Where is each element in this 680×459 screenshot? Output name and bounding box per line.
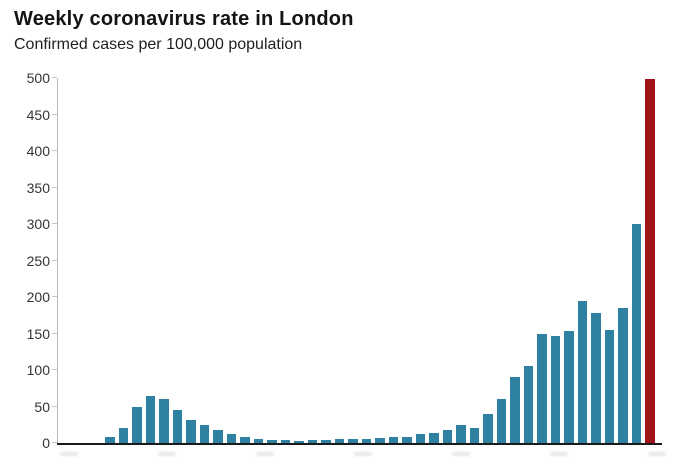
y-axis-labels: 0 50 100 150 200 250 300 350 400 450 500: [0, 71, 50, 450]
bar-week: [132, 406, 142, 443]
bar-week: [307, 440, 318, 443]
y-tick-label: 300: [26, 216, 50, 232]
bar-week: [159, 399, 169, 443]
bar-week: [199, 424, 210, 443]
x-tick-label-smudge: [452, 452, 470, 456]
y-tick-label: 350: [26, 179, 50, 196]
bar-week: [631, 224, 642, 443]
bar-week: [294, 440, 304, 443]
bar-latest-week: [645, 79, 655, 443]
bar-week: [577, 300, 588, 443]
x-tick-label-smudge: [550, 452, 568, 456]
y-tick-mark: [52, 259, 57, 261]
plot-area: [52, 77, 662, 445]
bar-week: [591, 313, 601, 443]
bar-week: [348, 439, 358, 443]
y-tick-mark: [52, 296, 57, 297]
y-tick-mark: [52, 113, 57, 115]
bar-week: [456, 424, 466, 443]
bars: [105, 78, 655, 443]
y-tick-mark: [52, 186, 57, 188]
bar-week: [334, 439, 345, 443]
bar-week: [172, 410, 183, 443]
bar-week: [186, 419, 196, 443]
y-tick-label: 50: [34, 398, 50, 415]
bar-week: [510, 377, 520, 443]
y-tick-mark: [52, 150, 57, 151]
bar-week: [523, 366, 534, 443]
bar-week: [537, 333, 547, 443]
y-tick-mark: [52, 369, 57, 370]
bar-week: [280, 440, 291, 443]
bar-week: [361, 438, 372, 443]
y-tick-mark: [52, 405, 57, 407]
bar-week: [483, 413, 493, 443]
bar-week: [402, 437, 412, 443]
y-tick-label: 0: [42, 435, 50, 451]
bar-week: [564, 331, 574, 443]
x-tick-label-smudge: [256, 452, 274, 456]
x-tick-label-smudge: [354, 452, 372, 456]
bar-week: [550, 336, 561, 443]
bar-week: [321, 440, 331, 443]
bar-week: [604, 329, 615, 443]
bar-week: [388, 437, 399, 443]
bar-week: [618, 307, 628, 443]
y-tick-mark: [52, 332, 57, 334]
y-tick-mark: [52, 442, 57, 443]
bar-week: [253, 438, 264, 443]
chart-title: Weekly coronavirus rate in London: [14, 8, 354, 30]
x-tick-label-smudge: [648, 452, 666, 456]
bar-week: [105, 437, 115, 443]
bar-week: [415, 434, 426, 443]
y-tick-label: 450: [26, 106, 50, 123]
bar-week: [429, 432, 439, 443]
bar-week: [118, 428, 129, 443]
bar-week: [469, 428, 480, 443]
x-tick-label-smudge: [60, 452, 78, 456]
y-tick-label: 200: [26, 289, 50, 305]
bar-week: [213, 429, 223, 443]
x-tick-label-smudge: [158, 452, 176, 456]
y-axis-line: [57, 78, 58, 443]
y-tick-label: 500: [26, 70, 50, 86]
bar-week: [145, 395, 156, 443]
y-tick-label: 100: [26, 362, 50, 378]
chart-subtitle: Confirmed cases per 100,000 population: [14, 36, 303, 53]
bar-week: [240, 437, 250, 443]
x-axis-line: [57, 443, 662, 445]
bar-week: [496, 399, 507, 443]
bar-week: [267, 440, 277, 443]
y-tick-mark: [52, 77, 57, 78]
y-tick-mark: [52, 223, 57, 224]
y-tick-label: 150: [26, 325, 50, 342]
y-tick-label: 400: [26, 143, 50, 159]
bar-week: [375, 437, 385, 443]
y-tick-label: 250: [26, 252, 50, 269]
bar-week: [226, 434, 237, 443]
bar-week: [442, 429, 453, 443]
